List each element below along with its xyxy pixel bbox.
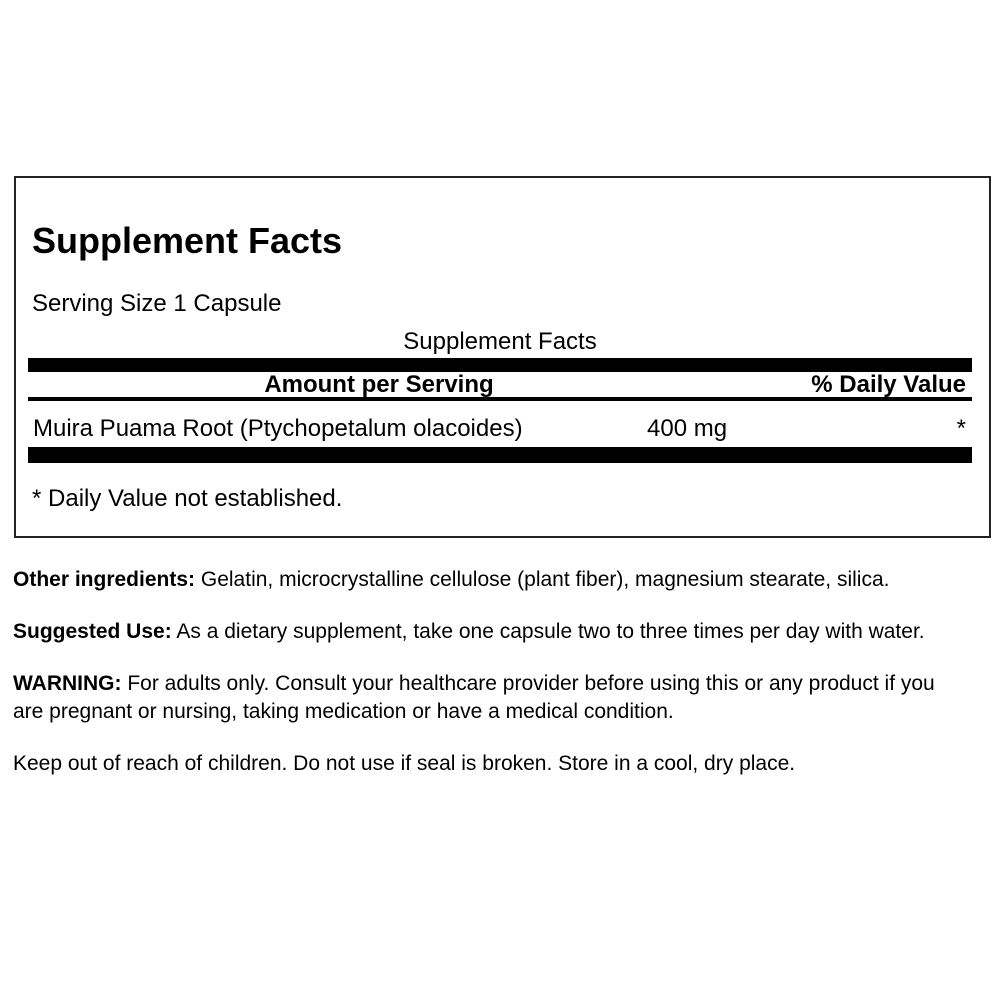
warning-paragraph: WARNING: For adults only. Consult your h…: [13, 670, 965, 726]
ingredient-daily-value: *: [956, 415, 966, 442]
separator-bar-top: [28, 358, 972, 372]
separator-bar-bottom: [28, 447, 972, 463]
warning-text: For adults only. Consult your healthcare…: [13, 672, 935, 723]
daily-value-footnote: * Daily Value not established.: [32, 485, 343, 512]
table-caption: Supplement Facts: [403, 328, 597, 355]
header-underline: [28, 397, 972, 401]
other-ingredients-text: Gelatin, microcrystalline cellulose (pla…: [200, 568, 890, 591]
warning-label: WARNING:: [13, 672, 122, 695]
daily-value-header: % Daily Value: [811, 371, 966, 398]
suggested-use-paragraph: Suggested Use: As a dietary supplement, …: [13, 618, 965, 646]
table-row: Muira Puama Root (Ptychopetalum olacoide…: [28, 401, 972, 447]
other-ingredients-label: Other ingredients:: [13, 568, 196, 591]
amount-per-serving-header: Amount per Serving: [264, 371, 494, 398]
suggested-use-label: Suggested Use:: [13, 620, 172, 643]
serving-size-text: Serving Size 1 Capsule: [32, 290, 282, 317]
supplement-facts-panel: Supplement Facts Serving Size 1 Capsule …: [14, 176, 991, 538]
panel-title: Supplement Facts: [32, 220, 343, 261]
label-body-text: Other ingredients: Gelatin, microcrystal…: [13, 566, 965, 802]
other-ingredients-paragraph: Other ingredients: Gelatin, microcrystal…: [13, 566, 965, 594]
ingredient-amount: 400 mg: [647, 415, 728, 442]
suggested-use-text: As a dietary supplement, take one capsul…: [176, 620, 925, 643]
facts-table: Amount per Serving % Daily Value Muira P…: [28, 358, 972, 513]
table-header-row: Amount per Serving % Daily Value: [28, 372, 972, 397]
ingredient-name: Muira Puama Root (Ptychopetalum olacoide…: [33, 415, 523, 442]
storage-paragraph: Keep out of reach of children. Do not us…: [13, 752, 796, 775]
